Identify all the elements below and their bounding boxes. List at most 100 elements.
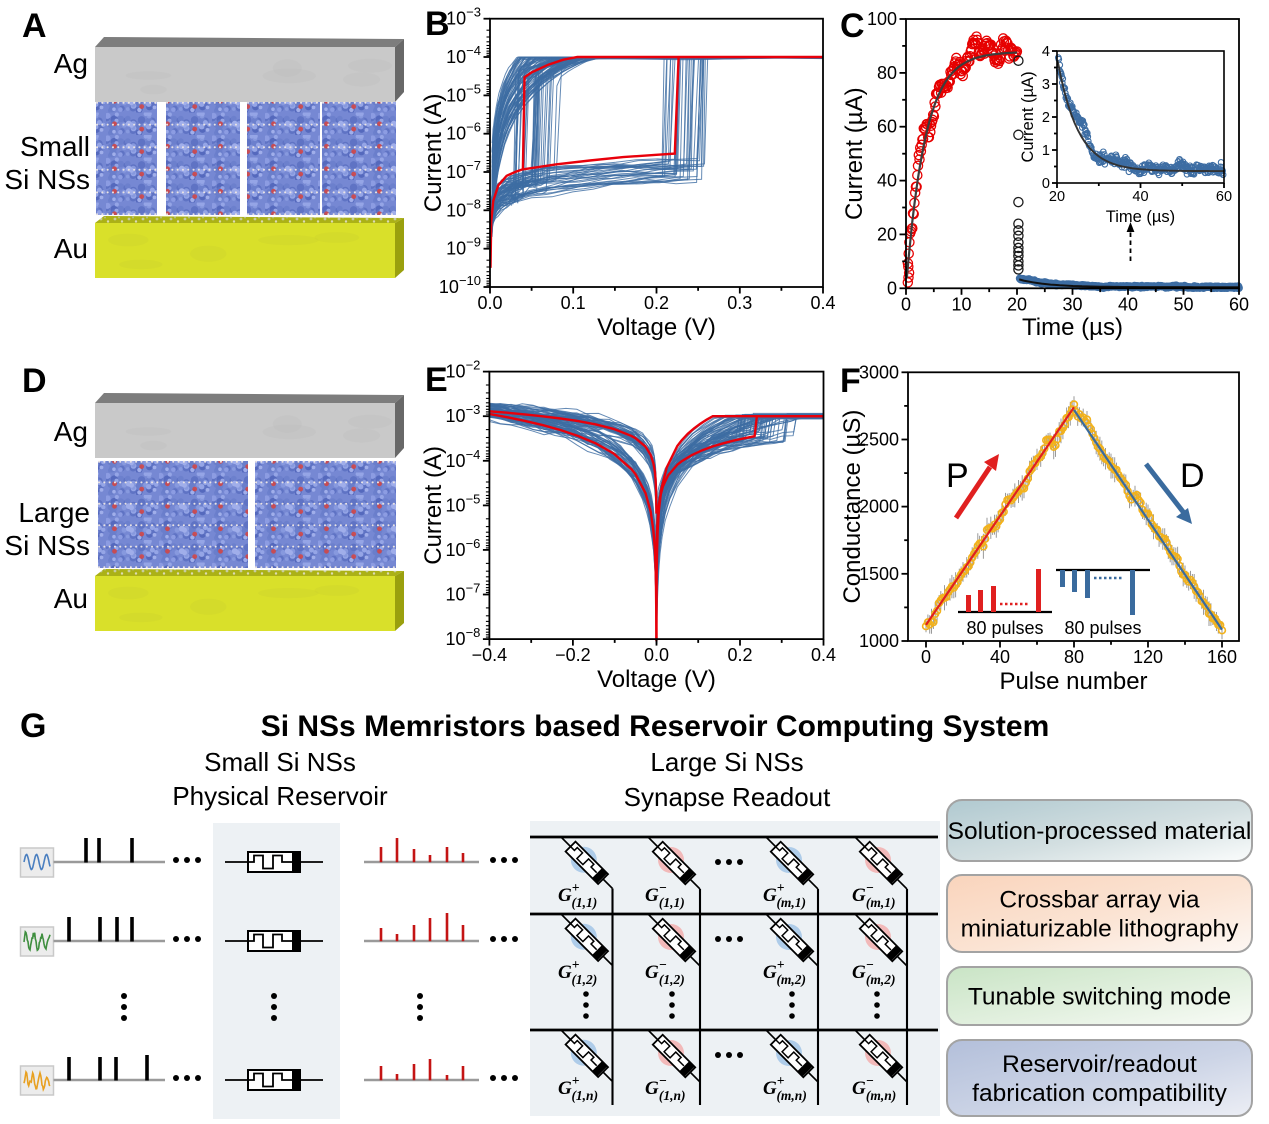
svg-text:40: 40 <box>1118 294 1138 314</box>
svg-text:Pulse number: Pulse number <box>999 668 1147 695</box>
svg-text:60: 60 <box>877 117 897 137</box>
svg-text:40: 40 <box>877 171 897 191</box>
svg-text:G+(m,n): G+ (m,n) <box>763 1073 807 1103</box>
svg-text:−0.4: −0.4 <box>472 645 508 665</box>
svg-text:Current (µA): Current (µA) <box>1019 71 1037 162</box>
svg-text:60: 60 <box>1229 294 1249 314</box>
svg-text:2: 2 <box>1042 110 1050 126</box>
svg-text:Time (µs): Time (µs) <box>1022 314 1123 341</box>
svg-text:4: 4 <box>1042 44 1050 60</box>
svg-text:2000: 2000 <box>859 497 899 517</box>
svg-text:10−5: 10−5 <box>446 491 481 515</box>
svg-text:10−5: 10−5 <box>446 81 481 105</box>
svg-text:80 pulses: 80 pulses <box>966 618 1043 638</box>
svg-text:0.0: 0.0 <box>644 645 669 665</box>
svg-text:60: 60 <box>1216 189 1232 205</box>
svg-text:D: D <box>1180 457 1205 495</box>
svg-text:20: 20 <box>1049 189 1065 205</box>
svg-text:miniaturizable lithography: miniaturizable lithography <box>961 916 1240 943</box>
svg-text:20: 20 <box>1007 294 1027 314</box>
svg-text:P: P <box>946 457 969 495</box>
svg-text:Au: Au <box>54 233 88 264</box>
svg-text:F: F <box>840 362 861 400</box>
svg-text:3000: 3000 <box>859 362 899 382</box>
svg-text:Ag: Ag <box>54 416 88 447</box>
svg-text:0.2: 0.2 <box>727 645 752 665</box>
svg-text:Crossbar array via: Crossbar array via <box>999 887 1200 914</box>
svg-text:0.1: 0.1 <box>561 293 586 313</box>
svg-text:1: 1 <box>1042 143 1050 159</box>
svg-text:Small: Small <box>20 131 90 162</box>
svg-text:1000: 1000 <box>859 631 899 651</box>
svg-text:50: 50 <box>1173 294 1193 314</box>
svg-text:Large: Large <box>18 497 90 528</box>
svg-text:Synapse Readout: Synapse Readout <box>624 782 831 812</box>
svg-text:G−(1,2): G− (1,2) <box>645 957 685 987</box>
svg-text:40: 40 <box>1132 189 1148 205</box>
svg-text:Small Si NSs: Small Si NSs <box>204 747 356 777</box>
svg-text:0.0: 0.0 <box>477 293 502 313</box>
svg-text:0: 0 <box>901 294 911 314</box>
svg-text:Si NSs Memristors based Reserv: Si NSs Memristors based Reservoir Comput… <box>261 710 1050 743</box>
svg-text:160: 160 <box>1207 647 1237 667</box>
svg-text:0: 0 <box>1042 176 1050 192</box>
svg-text:2500: 2500 <box>859 430 899 450</box>
svg-text:0.4: 0.4 <box>811 645 836 665</box>
svg-text:B: B <box>425 5 450 43</box>
svg-text:10−6: 10−6 <box>446 536 481 560</box>
svg-text:−0.2: −0.2 <box>555 645 591 665</box>
svg-text:Voltage (V): Voltage (V) <box>597 314 716 341</box>
svg-text:Si NSs: Si NSs <box>4 530 90 561</box>
svg-text:10−7: 10−7 <box>446 158 481 182</box>
svg-text:Solution-processed material: Solution-processed material <box>948 818 1252 845</box>
svg-text:1500: 1500 <box>859 564 899 584</box>
svg-text:G: G <box>20 707 46 745</box>
svg-text:10−4: 10−4 <box>446 43 481 67</box>
svg-text:D: D <box>22 362 47 400</box>
svg-text:120: 120 <box>1133 647 1163 667</box>
svg-text:10−6: 10−6 <box>446 120 481 144</box>
svg-text:Voltage (V): Voltage (V) <box>597 666 716 693</box>
svg-text:Reservoir/readout: Reservoir/readout <box>1002 1051 1197 1078</box>
svg-text:C: C <box>840 7 865 45</box>
svg-text:100: 100 <box>867 9 897 29</box>
svg-text:0.2: 0.2 <box>644 293 669 313</box>
svg-text:Si NSs: Si NSs <box>4 164 90 195</box>
svg-text:Large Si NSs: Large Si NSs <box>650 747 803 777</box>
svg-text:Ag: Ag <box>54 48 88 79</box>
svg-text:10−9: 10−9 <box>446 235 481 259</box>
svg-text:10−7: 10−7 <box>446 581 481 605</box>
svg-text:Current (µA): Current (µA) <box>841 87 868 220</box>
svg-text:G−(1,n): G− (1,n) <box>645 1073 686 1103</box>
svg-text:0.4: 0.4 <box>810 293 835 313</box>
svg-text:G+(1,n): G+ (1,n) <box>558 1073 598 1103</box>
svg-text:80: 80 <box>877 63 897 83</box>
svg-text:80 pulses: 80 pulses <box>1064 618 1141 638</box>
svg-text:80: 80 <box>1064 647 1084 667</box>
svg-text:E: E <box>425 361 448 399</box>
svg-text:40: 40 <box>990 647 1010 667</box>
svg-text:10: 10 <box>951 294 971 314</box>
svg-text:10−3: 10−3 <box>446 402 481 426</box>
svg-text:0: 0 <box>887 278 897 298</box>
svg-text:G−(1,1): G− (1,1) <box>645 880 685 910</box>
svg-text:A: A <box>22 7 47 45</box>
svg-text:Current (A): Current (A) <box>420 93 447 212</box>
svg-text:10−8: 10−8 <box>446 196 481 220</box>
svg-text:30: 30 <box>1062 294 1082 314</box>
svg-text:10−3: 10−3 <box>446 5 481 29</box>
svg-text:Au: Au <box>54 583 88 614</box>
svg-text:Time (µs): Time (µs) <box>1106 208 1175 226</box>
svg-text:Tunable switching mode: Tunable switching mode <box>968 984 1231 1011</box>
svg-text:Physical Reservoir: Physical Reservoir <box>172 781 388 811</box>
svg-text:20: 20 <box>877 224 897 244</box>
svg-text:Current (A): Current (A) <box>420 446 447 565</box>
svg-text:0: 0 <box>921 647 931 667</box>
svg-text:0.3: 0.3 <box>727 293 752 313</box>
svg-text:3: 3 <box>1042 77 1050 93</box>
svg-text:10−4: 10−4 <box>446 447 481 471</box>
svg-text:Conductance (µS): Conductance (µS) <box>839 410 866 604</box>
svg-text:10−10: 10−10 <box>439 273 481 297</box>
svg-text:fabrication compatibility: fabrication compatibility <box>972 1080 1227 1107</box>
svg-text:10−2: 10−2 <box>446 358 481 382</box>
